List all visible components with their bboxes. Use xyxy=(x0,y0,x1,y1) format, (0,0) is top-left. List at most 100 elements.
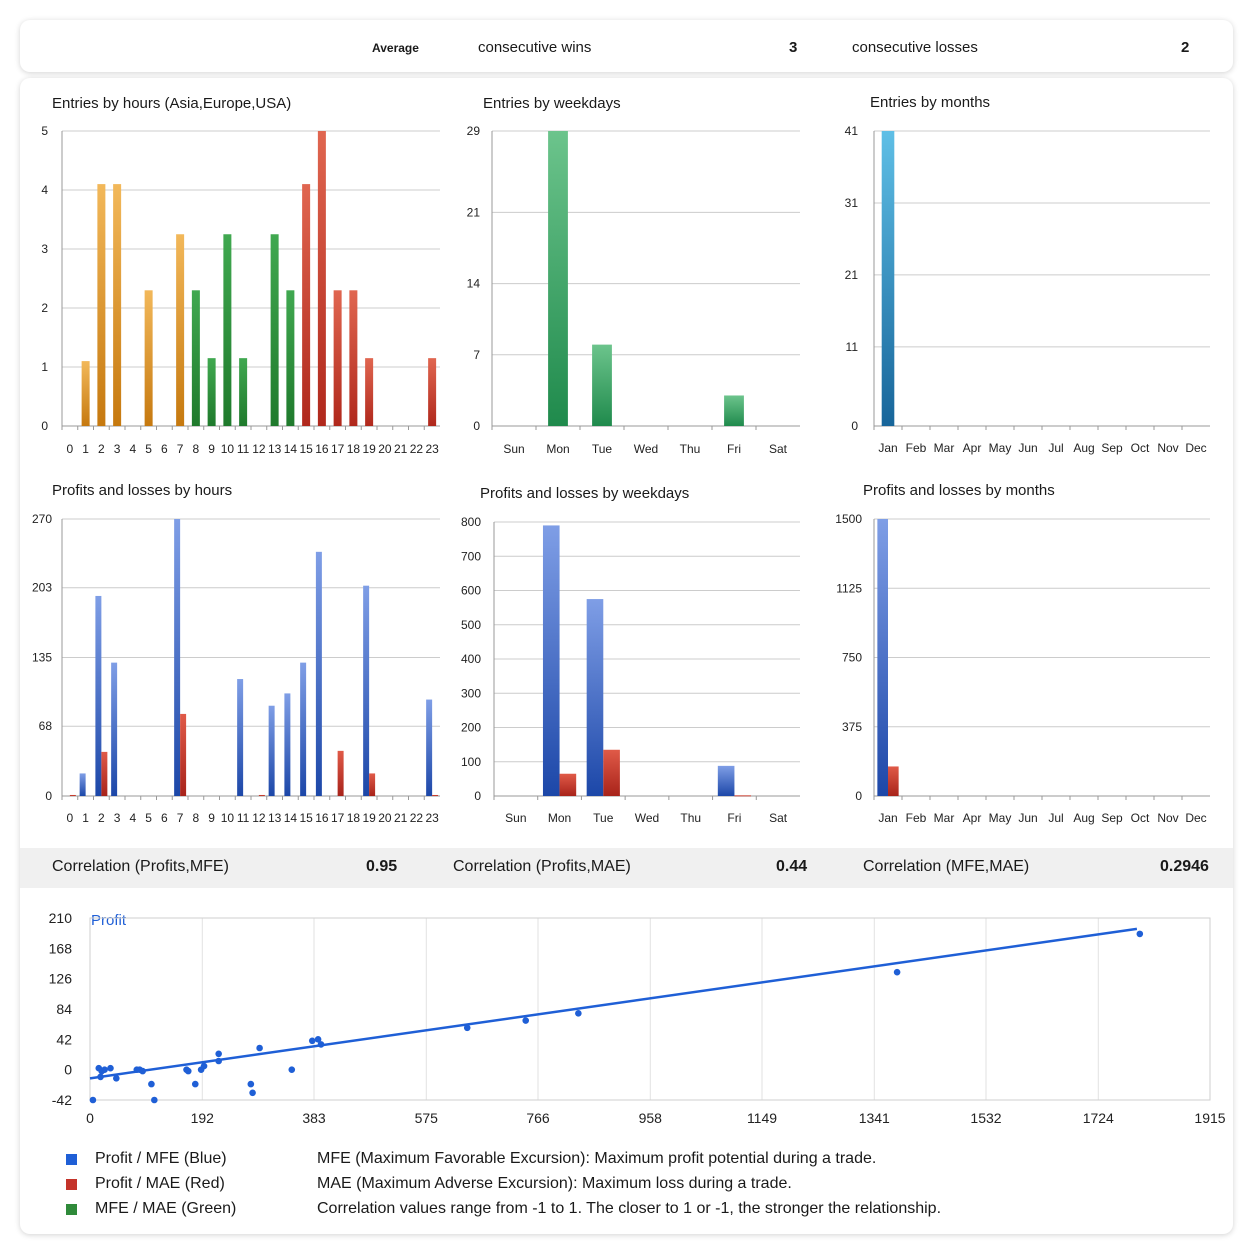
chart-title-entries-months: Entries by months xyxy=(870,94,990,111)
scatter-point xyxy=(101,1066,108,1073)
legend-item-profit-mfe: Profit / MFE (Blue) xyxy=(95,1150,227,1167)
y-tick-label: 31 xyxy=(845,196,859,210)
average-label: Average xyxy=(372,41,419,55)
profit-bar xyxy=(586,599,604,796)
scatter-point xyxy=(215,1057,222,1065)
x-tick-label: 5 xyxy=(145,442,152,456)
y-tick-label: 11 xyxy=(846,340,859,354)
x-tick-label: 3 xyxy=(114,442,121,456)
scatter-point xyxy=(184,1067,192,1075)
scatter-point xyxy=(200,1062,208,1070)
x-tick-label: Jul xyxy=(1048,441,1063,455)
correlation-profits-mfe-label: Correlation (Profits,MFE) xyxy=(52,858,229,875)
y-tick-label: 21 xyxy=(467,205,481,219)
x-tick-label: Jan xyxy=(878,441,897,455)
profit-bar xyxy=(717,765,735,796)
y-tick-label: 42 xyxy=(56,1031,72,1047)
x-tick-label: 9 xyxy=(208,442,215,456)
x-tick-label: Jun xyxy=(1018,811,1037,825)
correlation-mfe-mae-value: 0.2946 xyxy=(1160,858,1209,875)
x-tick-label: Thu xyxy=(680,811,701,825)
x-tick-label: Sat xyxy=(769,811,788,825)
y-tick-label: 0 xyxy=(473,419,480,433)
loss-bar xyxy=(69,794,76,796)
x-tick-label: 19 xyxy=(362,811,376,825)
x-tick-label: 8 xyxy=(193,811,200,825)
scatter-point xyxy=(151,1096,158,1104)
y-tick-label: 5 xyxy=(41,124,48,138)
loss-bar xyxy=(337,750,344,796)
x-tick-label: 18 xyxy=(347,442,361,456)
x-tick-label: 20 xyxy=(378,811,392,825)
scatter-point xyxy=(314,1036,322,1043)
bar xyxy=(592,344,612,426)
legend-item-profit-mae: Profit / MAE (Red) xyxy=(95,1175,225,1192)
x-tick-label: 14 xyxy=(284,811,298,825)
profit-bar xyxy=(300,662,307,796)
x-tick-label: Fri xyxy=(727,811,741,825)
x-tick-label: 1 xyxy=(82,442,89,456)
x-tick-label: 12 xyxy=(252,811,266,825)
x-tick-label: Jun xyxy=(1018,441,1037,455)
y-tick-label: 4 xyxy=(41,183,48,197)
y-tick-label: 14 xyxy=(467,277,481,291)
x-tick-label: 3 xyxy=(114,811,121,825)
bar xyxy=(239,358,248,426)
x-tick-label: 15 xyxy=(299,811,313,825)
x-tick-label: 10 xyxy=(221,442,235,456)
profit-bar xyxy=(111,662,118,796)
loss-bar xyxy=(734,795,752,797)
profit-bar xyxy=(95,595,102,796)
x-tick-label: 6 xyxy=(161,442,168,456)
x-tick-label: Aug xyxy=(1073,811,1094,825)
x-tick-label: 575 xyxy=(415,1110,439,1126)
loss-bar xyxy=(603,749,620,796)
x-tick-label: Jul xyxy=(1048,811,1063,825)
x-tick-label: Mon xyxy=(546,442,569,456)
y-tick-label: 0 xyxy=(851,419,858,433)
x-tick-label: Mon xyxy=(548,811,571,825)
profit-bar xyxy=(363,585,370,796)
x-tick-label: 14 xyxy=(284,442,298,456)
legend-swatch-blue xyxy=(66,1154,77,1165)
x-tick-label: Oct xyxy=(1131,441,1150,455)
x-tick-label: Wed xyxy=(635,811,659,825)
profit-bar xyxy=(268,705,275,796)
bar xyxy=(548,131,568,426)
x-tick-label: 4 xyxy=(130,442,137,456)
x-tick-label: Aug xyxy=(1073,441,1094,455)
correlation-mfe-mae-label: Correlation (MFE,MAE) xyxy=(863,858,1030,875)
x-tick-label: Apr xyxy=(963,811,982,825)
bar xyxy=(349,290,358,426)
scatter-point xyxy=(1136,930,1144,938)
scatter-point xyxy=(97,1073,104,1081)
profit-bar xyxy=(426,699,433,796)
legend-swatch-red xyxy=(66,1179,77,1190)
y-tick-label: 400 xyxy=(461,652,481,666)
bar xyxy=(428,358,437,426)
legend-note-mfe: MFE (Maximum Favorable Excursion): Maxim… xyxy=(317,1150,877,1167)
bar xyxy=(223,234,232,426)
legend-note-mae: MAE (Maximum Adverse Excursion): Maximum… xyxy=(317,1175,792,1192)
scatter-point xyxy=(308,1037,316,1045)
x-tick-label: Apr xyxy=(963,441,982,455)
y-tick-label: 1 xyxy=(41,360,48,374)
x-tick-label: 6 xyxy=(161,811,168,825)
y-tick-label: 29 xyxy=(467,124,481,138)
legend-note-correlation: Correlation values range from -1 to 1. T… xyxy=(317,1200,942,1217)
legend-item-mfe-mae: MFE / MAE (Green) xyxy=(95,1200,237,1217)
x-tick-label: 23 xyxy=(425,442,439,456)
x-tick-label: Dec xyxy=(1185,811,1206,825)
x-tick-label: 16 xyxy=(315,442,329,456)
y-tick-label: 135 xyxy=(32,651,52,665)
x-tick-label: Sep xyxy=(1101,811,1123,825)
x-tick-label: 22 xyxy=(410,811,424,825)
x-tick-label: 9 xyxy=(208,811,215,825)
x-tick-label: 7 xyxy=(177,442,184,456)
loss-bar xyxy=(888,766,899,796)
scatter-point xyxy=(249,1089,256,1097)
x-tick-label: 15 xyxy=(299,442,313,456)
scatter-point xyxy=(139,1067,146,1075)
consecutive-losses-label: consecutive losses xyxy=(852,39,978,56)
x-tick-label: 20 xyxy=(378,442,392,456)
